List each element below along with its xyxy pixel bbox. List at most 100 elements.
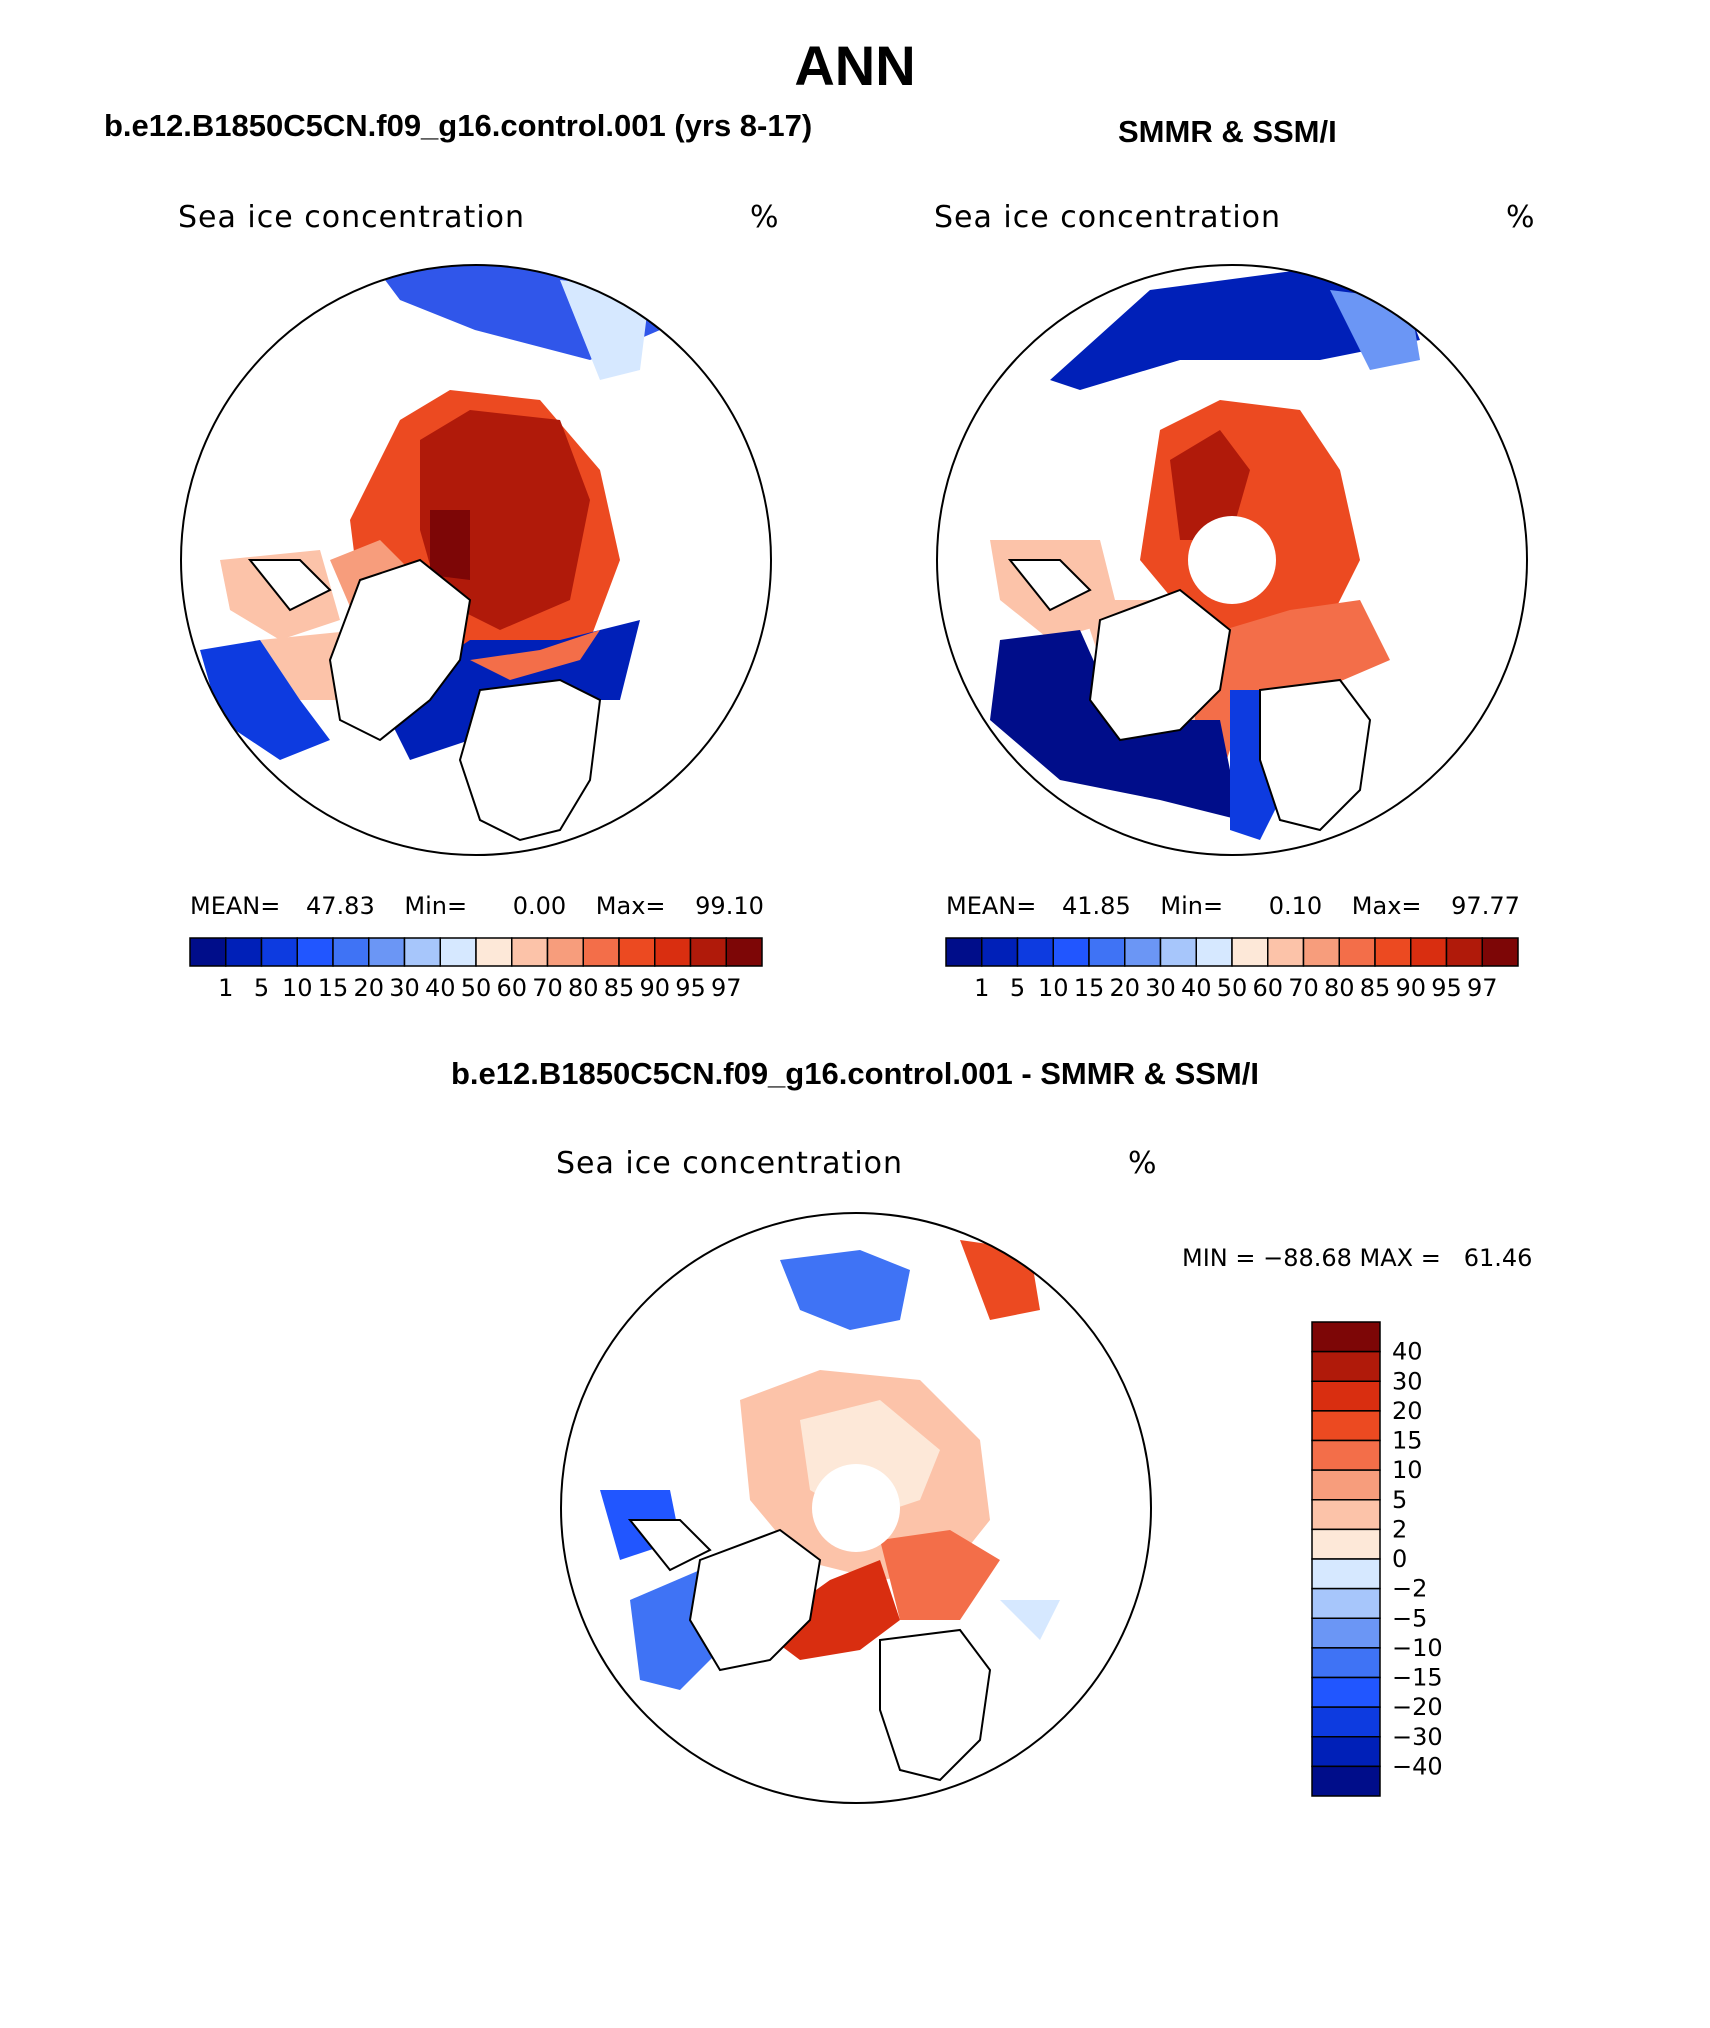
diff-colorbar-box (1311, 1528, 1381, 1560)
model-min-value: 0.00 (512, 892, 567, 920)
model-colorbar-tick-label: 95 (675, 974, 706, 1002)
obs-colorbar-tick-label: 80 (1324, 974, 1355, 1002)
diff-colorbar-tick-label: −15 (1392, 1664, 1443, 1692)
model-variable-label: Sea ice concentration (178, 200, 526, 235)
obs-colorbar-box (1231, 937, 1269, 967)
obs-colorbar-tick-label: 15 (1074, 974, 1105, 1002)
obs-colorbar-box (1374, 937, 1412, 967)
model-map-boundary (180, 264, 772, 856)
obs-colorbar-tick-label: 30 (1145, 974, 1176, 1002)
obs-colorbar-box (1088, 937, 1126, 967)
model-coastlines (247, 558, 602, 842)
obs-variable-label: Sea ice concentration (934, 200, 1282, 235)
diff-units-label: % (1128, 1146, 1157, 1181)
model-colorbar-tick-label: 1 (218, 974, 233, 1002)
diff-colorbar-box (1311, 1439, 1381, 1471)
model-colorbar-tick-label: 5 (254, 974, 269, 1002)
model-colorbar-box (654, 937, 692, 967)
model-colorbar-box (332, 937, 370, 967)
model-colorbar-box (725, 937, 763, 967)
obs-colorbar-tick-label: 5 (1010, 974, 1025, 1002)
diff-colorbar-box (1311, 1410, 1381, 1442)
diff-colorbar-box (1311, 1676, 1381, 1708)
obs-colorbar-tick-label: 60 (1252, 974, 1283, 1002)
model-colorbar-tick-label: 10 (282, 974, 313, 1002)
model-max-label: Max= (595, 892, 666, 920)
obs-mean-label: MEAN= (946, 892, 1037, 920)
model-colorbar-box (225, 937, 263, 967)
diff-colorbar-tick-label: 0 (1392, 1545, 1407, 1573)
model-colorbar-box (582, 937, 620, 967)
model-colorbar-tick-label: 85 (604, 974, 635, 1002)
diff-colorbar-box (1311, 1706, 1381, 1738)
model-colorbar-tick-label: 80 (568, 974, 599, 1002)
obs-colorbar-tick-label: 20 (1109, 974, 1140, 1002)
diff-colorbar-tick-label: −5 (1392, 1604, 1427, 1632)
obs-colorbar-box (1195, 937, 1233, 967)
model-colorbar-box (511, 937, 549, 967)
diff-colorbar-box (1311, 1647, 1381, 1679)
diff-colorbar-tick-label: −10 (1392, 1634, 1443, 1662)
diff-colorbar-box (1311, 1617, 1381, 1649)
diff-colorbar-tick-label: 15 (1392, 1427, 1423, 1455)
obs-colorbar-box (1410, 937, 1448, 967)
obs-max-value: 97.77 (1451, 892, 1520, 920)
obs-colorbar-tick-label: 10 (1038, 974, 1069, 1002)
model-colorbar-tick-label: 50 (461, 974, 492, 1002)
model-colorbar-box (260, 937, 298, 967)
diff-minmax: MIN = −88.68 MAX = 61.46 (1182, 1244, 1533, 1272)
diff-colorbar-tick-label: 2 (1392, 1515, 1407, 1543)
obs-min-value: 0.10 (1268, 892, 1323, 920)
model-colorbar-tick-label: 20 (353, 974, 384, 1002)
obs-units-label: % (1506, 200, 1535, 235)
diff-colorbar-box (1311, 1587, 1381, 1619)
diff-pole-hole (812, 1464, 900, 1552)
diff-colorbar-tick-label: −2 (1392, 1575, 1427, 1603)
diff-field (600, 1240, 1060, 1690)
obs-colorbar-tick-label: 50 (1217, 974, 1248, 1002)
model-colorbar-tick-label: 97 (711, 974, 742, 1002)
obs-mean-value: 41.85 (1062, 892, 1131, 920)
model-case-title: b.e12.B1850C5CN.f09_g16.control.001 (yrs… (104, 108, 813, 143)
diff-colorbar-box (1311, 1380, 1381, 1412)
model-stats: MEAN= 47.83 Min= 0.00 Max= 99.10 (190, 892, 764, 920)
diff-map-boundary (560, 1212, 1152, 1804)
obs-colorbar-tick-label: 1 (974, 974, 989, 1002)
obs-min-label: Min= (1160, 892, 1224, 920)
model-colorbar-box (368, 937, 406, 967)
obs-colorbar-box (1445, 937, 1483, 967)
model-max-value: 99.10 (695, 892, 764, 920)
model-colorbar-box (296, 937, 334, 967)
obs-colorbar-box (981, 937, 1019, 967)
model-colorbar-box (618, 937, 656, 967)
model-mean-value: 47.83 (306, 892, 375, 920)
obs-colorbar-box (1016, 937, 1054, 967)
diff-colorbar-box (1311, 1469, 1381, 1501)
obs-colorbar-tick-label: 70 (1288, 974, 1319, 1002)
diff-colorbar-tick-label: 10 (1392, 1456, 1423, 1484)
model-map (180, 264, 772, 856)
diff-variable-label: Sea ice concentration (556, 1146, 904, 1181)
diff-colorbar-tick-label: −40 (1392, 1752, 1443, 1780)
model-mean-label: MEAN= (190, 892, 281, 920)
obs-colorbar-box (945, 937, 983, 967)
diff-colorbar-box (1311, 1765, 1381, 1797)
diff-colorbar-tick-label: 20 (1392, 1397, 1423, 1425)
model-colorbar-tick-label: 15 (318, 974, 349, 1002)
obs-colorbar-box (1302, 937, 1340, 967)
diff-colorbar-box (1311, 1736, 1381, 1768)
diff-colorbar-tick-label: 30 (1392, 1367, 1423, 1395)
obs-colorbar-tick-label: 90 (1395, 974, 1426, 1002)
diff-coastlines (627, 1519, 992, 1782)
obs-stats: MEAN= 41.85 Min= 0.10 Max= 97.77 (946, 892, 1520, 920)
obs-colorbar-box (1481, 937, 1519, 967)
model-colorbar-box (439, 937, 477, 967)
diff-colorbar-box (1311, 1321, 1381, 1353)
diff-colorbar-box (1311, 1558, 1381, 1590)
model-colorbar-box (546, 937, 584, 967)
obs-colorbar-box (1338, 937, 1376, 967)
diff-map (560, 1212, 1152, 1804)
diff-colorbar-tick-label: 40 (1392, 1338, 1423, 1366)
model-colorbar-box (189, 937, 227, 967)
obs-colorbar-tick-label: 40 (1181, 974, 1212, 1002)
